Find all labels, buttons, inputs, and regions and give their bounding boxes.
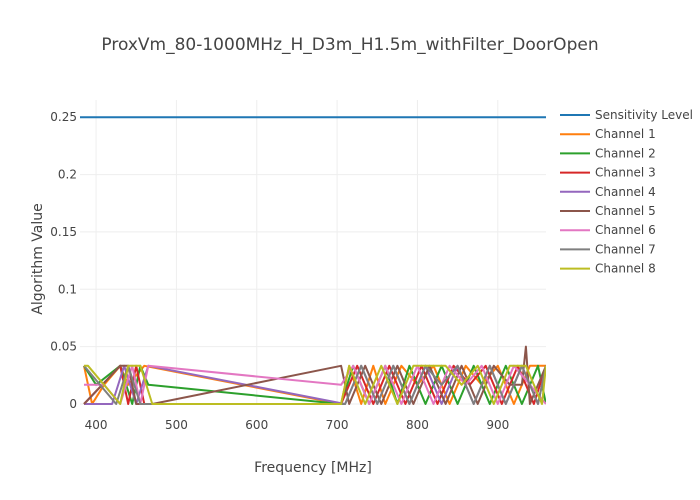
x-tick-label: 800 [406,418,429,432]
y-tick-label: 0.15 [50,225,77,239]
legend-label-channel-5: Channel 5 [595,204,656,218]
y-tick-label: 0.2 [58,168,77,182]
x-axis-title: Frequency [MHz] [254,460,372,476]
series-line-channel-7 [83,364,546,405]
y-axis-title: Algorithm Value [30,203,46,314]
legend-label-channel-4: Channel 4 [595,185,656,199]
series-line-channel-8 [84,364,546,405]
x-tick-label: 400 [85,418,108,432]
legend-label-channel-7: Channel 7 [595,242,656,256]
chart-title: ProxVm_80-1000MHz_H_D3m_H1.5m_withFilter… [101,35,598,55]
legend: Sensitivity Level Channel 1 Channel 2 Chann… [560,108,693,276]
legend-label-sensitivity-level: Sensitivity Level [595,108,693,122]
x-tick-label: 500 [165,418,188,432]
legend-label-channel-3: Channel 3 [595,166,656,180]
x-tick-label: 900 [486,418,509,432]
y-tick-label: 0.05 [50,340,77,354]
axis-ticks: 400 500 600 700 800 900 0 0.05 0.1 0.15 0.2 0.25 [50,110,509,432]
legend-label-channel-2: Channel 2 [595,146,656,160]
y-tick-label: 0.25 [50,110,77,124]
y-tick-label: 0.1 [58,282,77,296]
y-tick-label: 0 [69,397,77,411]
series-line-channel-6 [84,364,546,405]
grid [80,100,546,405]
legend-label-channel-8: Channel 8 [595,262,656,276]
x-tick-label: 700 [326,418,349,432]
legend-label-channel-6: Channel 6 [595,223,656,237]
legend-label-channel-1: Channel 1 [595,127,656,141]
plot-area [80,116,546,405]
x-tick-label: 600 [245,418,268,432]
